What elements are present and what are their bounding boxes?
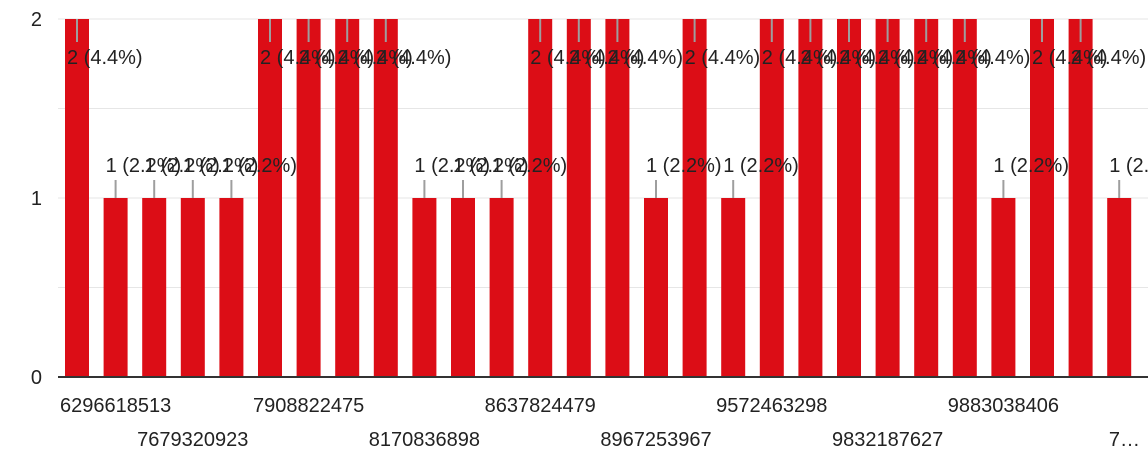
bar (566, 19, 591, 377)
bar (1030, 19, 1054, 377)
y-tick-label: 2 (31, 9, 42, 31)
bar (142, 198, 167, 377)
data-label: 2 (4.4%) (299, 47, 375, 69)
x-tick-label: 8967253967 (600, 429, 711, 450)
bar (451, 198, 475, 377)
data-label: 1 (2.2%) (106, 155, 182, 177)
data-label: 2 (4.4%) (1071, 47, 1147, 69)
data-label: 1 (2.2%) (183, 155, 259, 177)
x-tick-label: 9832187627 (832, 429, 943, 450)
data-label: 1 (2.2%) (723, 155, 799, 177)
data-label: 2 (4.4%) (762, 47, 838, 69)
bar (721, 198, 746, 377)
bar (914, 19, 939, 377)
bar (875, 19, 900, 377)
y-tick-label: 1 (31, 188, 42, 210)
x-tick-label: 7908822475 (253, 395, 364, 417)
bar (952, 19, 977, 377)
bar (219, 198, 244, 377)
data-label: 1 (2.2%) (993, 155, 1069, 177)
bar (605, 19, 630, 377)
data-label: 2 (4.4%) (530, 47, 606, 69)
bar (296, 19, 321, 377)
bar (837, 19, 861, 377)
x-axis-ticks: 6296618513 767932092379088224758170836898… (60, 395, 1140, 450)
data-label: 2 (4.4%) (607, 47, 683, 69)
data-label: 1 (2.2%) (492, 155, 568, 177)
data-label: 2 (4.4%) (569, 47, 645, 69)
data-label: 1 (2.2%) (414, 155, 490, 177)
bars (65, 19, 1132, 377)
bar (991, 198, 1016, 377)
bar (65, 19, 89, 377)
data-label: 2 (4.4%) (839, 47, 915, 69)
bar (644, 198, 668, 377)
x-tick-label: 8170836898 (369, 429, 480, 450)
x-tick-label: 9883038406 (948, 395, 1059, 417)
y-tick-label: 0 (31, 367, 42, 389)
bar (759, 19, 784, 377)
bar (528, 19, 553, 377)
data-label: 1 (2.2%) (646, 155, 722, 177)
data-label: 2 (4.4%) (685, 47, 761, 69)
y-axis-ticks: 0 1 2 (31, 9, 42, 389)
data-label: 1 (2.2%) (1109, 155, 1148, 177)
data-label: 2 (4.4%) (878, 47, 954, 69)
data-label: 2 (4.4%) (376, 47, 452, 69)
bar (412, 198, 437, 377)
data-label: 2 (4.4%) (955, 47, 1031, 69)
data-label: 1 (2.2%) (144, 155, 220, 177)
bar (489, 198, 514, 377)
x-tick-label: 9572463298 (716, 395, 827, 417)
data-label: 2 (4.4%) (67, 47, 143, 69)
bar (682, 19, 707, 377)
data-labels: 2 (4.4%)1 (2.2%)1 (2.2%)1 (2.2%)1 (2.2%)… (67, 19, 1148, 198)
data-label: 1 (2.2%) (221, 155, 297, 177)
data-label: 2 (4.4%) (916, 47, 992, 69)
x-tick-label: 7… (1109, 429, 1140, 450)
bar (1107, 198, 1132, 377)
bar (1068, 19, 1093, 377)
bar (373, 19, 398, 377)
data-label: 2 (4.4%) (260, 47, 336, 69)
bar (798, 19, 823, 377)
x-tick-label: 8637824479 (485, 395, 596, 417)
bar (103, 198, 128, 377)
data-label: 1 (2.2%) (453, 155, 529, 177)
data-label: 2 (4.4%) (1032, 47, 1108, 69)
data-label: 2 (4.4%) (337, 47, 413, 69)
x-tick-label: 7679320923 (137, 429, 248, 450)
bar (180, 198, 205, 377)
bar (335, 19, 360, 377)
bar (258, 19, 282, 377)
x-tick-label: 6296618513 (60, 395, 171, 417)
data-label: 2 (4.4%) (800, 47, 876, 69)
